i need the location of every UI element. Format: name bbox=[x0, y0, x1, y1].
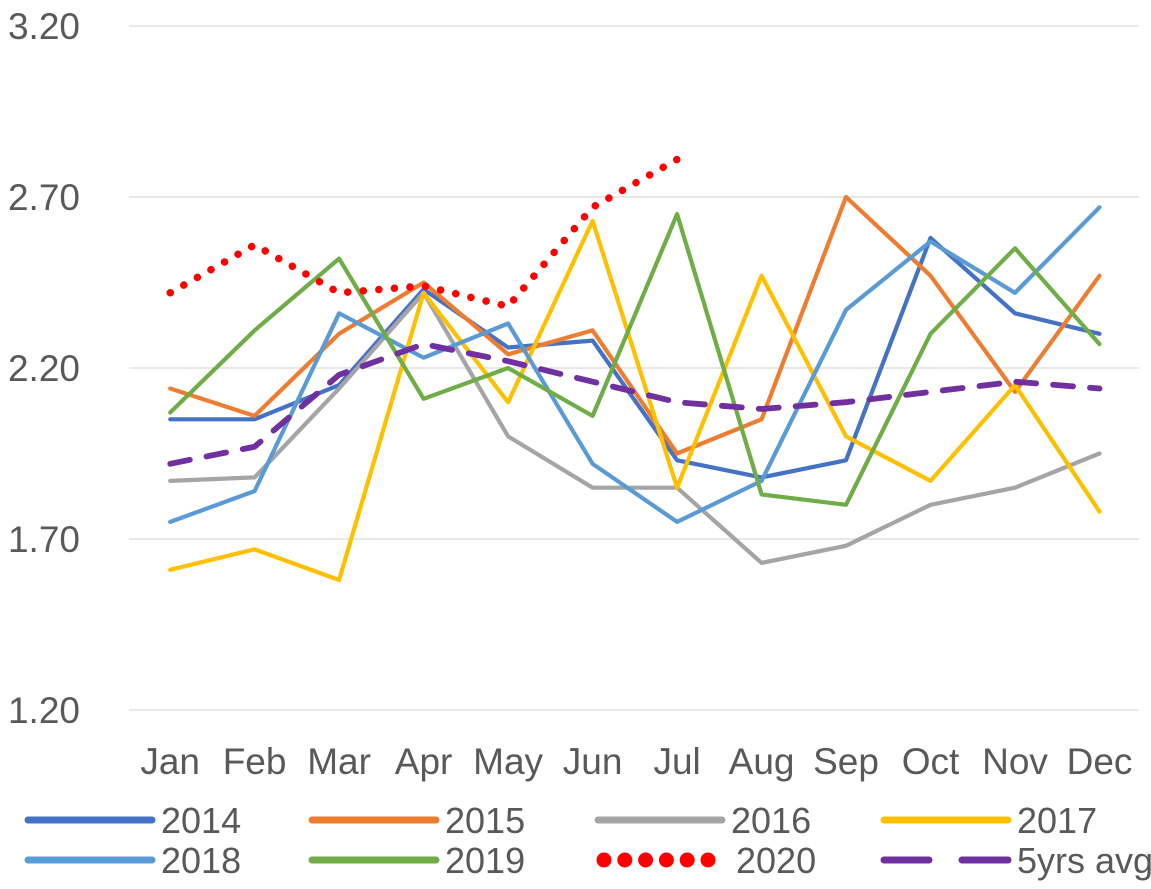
svg-text:2014: 2014 bbox=[161, 800, 241, 841]
svg-text:Aug: Aug bbox=[729, 741, 795, 782]
svg-text:Apr: Apr bbox=[395, 741, 453, 782]
svg-text:Dec: Dec bbox=[1067, 741, 1133, 782]
svg-text:Jun: Jun bbox=[563, 741, 623, 782]
svg-text:Mar: Mar bbox=[307, 741, 371, 782]
svg-text:2.70: 2.70 bbox=[8, 177, 80, 218]
svg-text:2018: 2018 bbox=[161, 840, 241, 881]
svg-text:5yrs avg: 5yrs avg bbox=[1017, 840, 1151, 881]
svg-text:2019: 2019 bbox=[445, 840, 525, 881]
svg-text:Jul: Jul bbox=[653, 741, 700, 782]
svg-text:Sep: Sep bbox=[813, 741, 879, 782]
svg-text:2015: 2015 bbox=[445, 800, 525, 841]
svg-text:Jan: Jan bbox=[140, 741, 200, 782]
svg-text:1.20: 1.20 bbox=[8, 690, 80, 731]
svg-text:Oct: Oct bbox=[902, 741, 960, 782]
svg-text:2.20: 2.20 bbox=[8, 348, 80, 389]
svg-text:2016: 2016 bbox=[731, 800, 811, 841]
svg-text:2017: 2017 bbox=[1017, 800, 1097, 841]
svg-text:2020: 2020 bbox=[736, 840, 816, 881]
svg-text:Nov: Nov bbox=[982, 741, 1048, 782]
svg-text:May: May bbox=[473, 741, 543, 782]
svg-text:Feb: Feb bbox=[223, 741, 287, 782]
svg-text:1.70: 1.70 bbox=[8, 519, 80, 560]
svg-text:3.20: 3.20 bbox=[8, 6, 80, 47]
